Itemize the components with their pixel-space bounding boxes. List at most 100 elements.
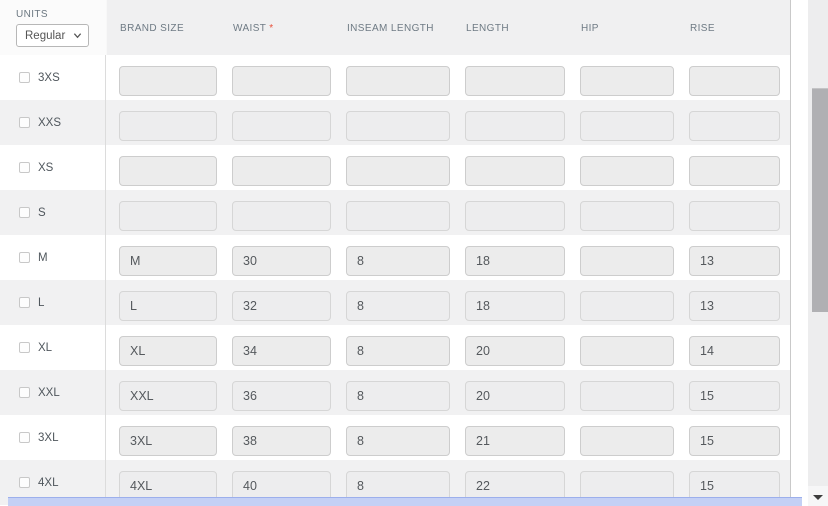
row-xxl-checkbox[interactable]	[19, 387, 30, 398]
4xl-length-input[interactable]	[465, 471, 565, 501]
xxl-inseam-length-input[interactable]	[346, 381, 450, 411]
l-waist-input[interactable]	[232, 291, 331, 321]
xs-hip-input[interactable]	[580, 156, 674, 186]
xxl-waist-input[interactable]	[232, 381, 331, 411]
xxs-length-input[interactable]	[465, 111, 565, 141]
size-label: 3XS	[38, 71, 60, 84]
3xs-hip-input[interactable]	[580, 66, 674, 96]
xxl-length-input[interactable]	[465, 381, 565, 411]
l-inseam-length-input[interactable]	[346, 291, 450, 321]
row-inputs	[106, 460, 790, 505]
xxl-rise-input[interactable]	[689, 381, 780, 411]
size-label: 3XL	[38, 431, 59, 444]
table-rows: 3XS XXS XS S M L XL XXL 3XL 4XL	[0, 55, 790, 505]
l-length-input[interactable]	[465, 291, 565, 321]
4xl-hip-input[interactable]	[580, 471, 674, 501]
row-inputs	[106, 370, 790, 415]
3xl-inseam-length-input[interactable]	[346, 426, 450, 456]
column-headers: BRAND SIZE WAIST * INSEAM LENGTH LENGTH HIP RI…	[106, 0, 790, 55]
row-inputs	[106, 280, 790, 325]
row-xxs-checkbox[interactable]	[19, 117, 30, 128]
xs-inseam-length-input[interactable]	[346, 156, 450, 186]
3xs-inseam-length-input[interactable]	[346, 66, 450, 96]
s-brand-size-input[interactable]	[119, 201, 217, 231]
table-row-3xl: 3XL	[0, 415, 790, 460]
row-label-cell: XL	[0, 325, 106, 370]
column-header-waist: WAIST *	[233, 23, 274, 34]
row-inputs	[106, 145, 790, 190]
table-row-xxs: XXS	[0, 100, 790, 145]
xl-waist-input[interactable]	[232, 336, 331, 366]
size-label: XXS	[38, 116, 62, 129]
row-label-cell: XXS	[0, 100, 106, 145]
3xl-brand-size-input[interactable]	[119, 426, 217, 456]
s-hip-input[interactable]	[580, 201, 674, 231]
xl-length-input[interactable]	[465, 336, 565, 366]
m-waist-input[interactable]	[232, 246, 331, 276]
size-label: XL	[38, 341, 53, 354]
4xl-rise-input[interactable]	[689, 471, 780, 501]
xxs-hip-input[interactable]	[580, 111, 674, 141]
xs-brand-size-input[interactable]	[119, 156, 217, 186]
4xl-brand-size-input[interactable]	[119, 471, 217, 501]
m-rise-input[interactable]	[689, 246, 780, 276]
xxs-brand-size-input[interactable]	[119, 111, 217, 141]
row-label-cell: XS	[0, 145, 106, 190]
table-row-xxl: XXL	[0, 370, 790, 415]
3xs-brand-size-input[interactable]	[119, 66, 217, 96]
horizontal-scrollbar[interactable]	[8, 497, 802, 506]
row-xs-checkbox[interactable]	[19, 162, 30, 173]
xxs-waist-input[interactable]	[232, 111, 331, 141]
table-header-row: UNITS Regular BRAND SIZE WAIST * INSEAM LEN…	[0, 0, 790, 55]
m-length-input[interactable]	[465, 246, 565, 276]
3xl-length-input[interactable]	[465, 426, 565, 456]
size-label: XXL	[38, 386, 60, 399]
row-label-cell: 4XL	[0, 460, 106, 505]
xxl-hip-input[interactable]	[580, 381, 674, 411]
3xs-length-input[interactable]	[465, 66, 565, 96]
l-hip-input[interactable]	[580, 291, 674, 321]
vertical-scrollbar-thumb[interactable]	[812, 88, 828, 312]
3xs-waist-input[interactable]	[232, 66, 331, 96]
units-select[interactable]: Regular	[16, 24, 89, 47]
scroll-down-button[interactable]	[808, 486, 828, 506]
xxs-rise-input[interactable]	[689, 111, 780, 141]
row-xl-checkbox[interactable]	[19, 342, 30, 353]
s-rise-input[interactable]	[689, 201, 780, 231]
row-l-checkbox[interactable]	[19, 297, 30, 308]
3xl-waist-input[interactable]	[232, 426, 331, 456]
s-waist-input[interactable]	[232, 201, 331, 231]
xl-hip-input[interactable]	[580, 336, 674, 366]
xs-length-input[interactable]	[465, 156, 565, 186]
row-inputs	[106, 55, 790, 100]
size-label: M	[38, 251, 48, 264]
m-brand-size-input[interactable]	[119, 246, 217, 276]
xxs-inseam-length-input[interactable]	[346, 111, 450, 141]
l-rise-input[interactable]	[689, 291, 780, 321]
row-3xl-checkbox[interactable]	[19, 432, 30, 443]
xl-brand-size-input[interactable]	[119, 336, 217, 366]
l-brand-size-input[interactable]	[119, 291, 217, 321]
xs-waist-input[interactable]	[232, 156, 331, 186]
row-m-checkbox[interactable]	[19, 252, 30, 263]
row-3xs-checkbox[interactable]	[19, 72, 30, 83]
xl-rise-input[interactable]	[689, 336, 780, 366]
row-inputs	[106, 100, 790, 145]
3xl-hip-input[interactable]	[580, 426, 674, 456]
row-label-cell: L	[0, 280, 106, 325]
column-header-length: LENGTH	[466, 23, 509, 34]
row-label-cell: XXL	[0, 370, 106, 415]
xl-inseam-length-input[interactable]	[346, 336, 450, 366]
m-inseam-length-input[interactable]	[346, 246, 450, 276]
s-inseam-length-input[interactable]	[346, 201, 450, 231]
3xs-rise-input[interactable]	[689, 66, 780, 96]
row-4xl-checkbox[interactable]	[19, 477, 30, 488]
3xl-rise-input[interactable]	[689, 426, 780, 456]
m-hip-input[interactable]	[580, 246, 674, 276]
xxl-brand-size-input[interactable]	[119, 381, 217, 411]
row-s-checkbox[interactable]	[19, 207, 30, 218]
vertical-scrollbar-track[interactable]	[808, 0, 828, 506]
s-length-input[interactable]	[465, 201, 565, 231]
xs-rise-input[interactable]	[689, 156, 780, 186]
